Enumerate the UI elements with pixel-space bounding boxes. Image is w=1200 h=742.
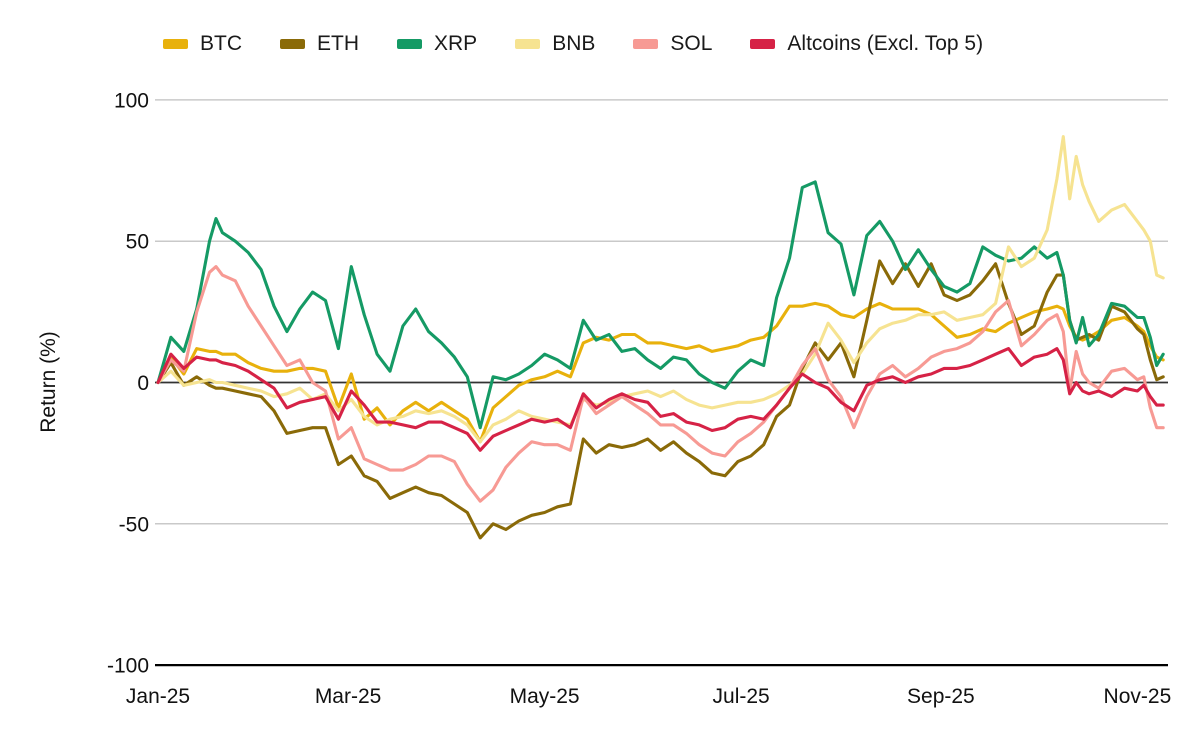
x-tick-label: May-25 — [510, 685, 580, 708]
legend-label: XRP — [434, 32, 478, 55]
legend-label: BNB — [552, 32, 596, 55]
y-tick-label: 0 — [137, 372, 149, 395]
y-axis-title: Return (%) — [37, 331, 60, 433]
y-axis-tick-labels: 100 50 0 -50 -100 — [107, 89, 149, 677]
legend-label: Altcoins (Excl. Top 5) — [787, 32, 984, 55]
legend-swatch — [515, 39, 541, 49]
series-line-eth — [156, 259, 1165, 540]
legend-item-bnb: BNB — [515, 32, 595, 56]
legend-label: BTC — [200, 32, 242, 55]
series-lines — [156, 135, 1165, 540]
legend-swatch — [750, 39, 776, 49]
series-line-xrp — [156, 180, 1165, 430]
y-tick-label: -50 — [119, 513, 149, 536]
legend-item-sol: SOL — [633, 32, 712, 56]
y-tick-label: 50 — [126, 231, 149, 254]
legend-swatch — [163, 39, 188, 49]
y-tick-label: 100 — [114, 89, 149, 112]
x-tick-label: Jan-25 — [126, 685, 190, 708]
x-tick-label: Mar-25 — [315, 685, 382, 708]
series-line-sol — [156, 265, 1165, 503]
legend-swatch — [280, 39, 305, 49]
legend-item-altcoins-excl-top-5: Altcoins (Excl. Top 5) — [750, 32, 983, 56]
legend-item-eth: ETH — [280, 32, 359, 56]
series-line-bnb — [156, 135, 1165, 444]
series-line-btc — [156, 301, 1165, 444]
legend: BTC ETH XRP BNB SOL Altcoins (Excl. Top 5) — [163, 32, 983, 56]
series-line-altcoins-excl-top-5 — [156, 347, 1165, 452]
legend-item-btc: BTC — [163, 32, 242, 56]
gridlines — [155, 99, 1168, 667]
legend-swatch — [633, 39, 659, 49]
legend-swatch — [397, 39, 422, 49]
legend-item-xrp: XRP — [397, 32, 477, 56]
x-axis-tick-labels: Jan-25 Mar-25 May-25 Jul-25 Sep-25 Nov-25 — [126, 685, 1171, 708]
x-tick-label: Jul-25 — [713, 685, 770, 708]
x-tick-label: Nov-25 — [1104, 685, 1172, 708]
legend-label: SOL — [670, 32, 713, 55]
legend-label: ETH — [317, 32, 359, 55]
y-tick-label: -100 — [107, 655, 149, 678]
x-tick-label: Sep-25 — [907, 685, 975, 708]
